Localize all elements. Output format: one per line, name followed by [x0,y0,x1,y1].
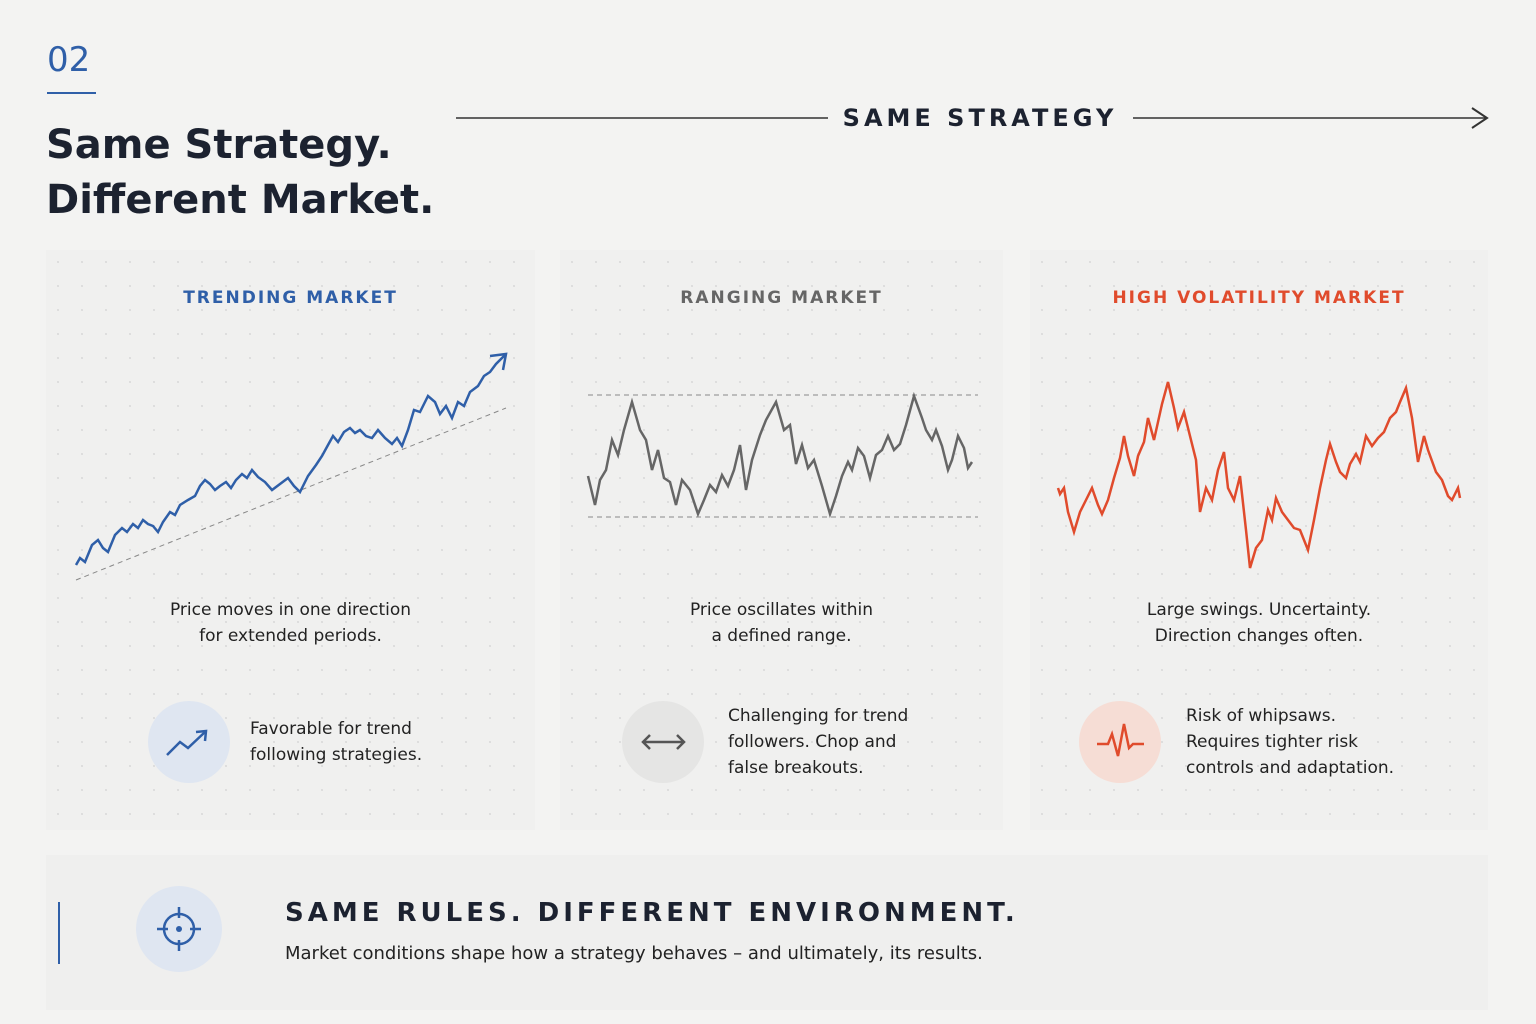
panel-description: Price oscillates within [689,600,873,620]
panel-description: Price moves in one direction [169,600,412,620]
section-number: 02 [47,40,91,80]
panel-note: Favorable for trend [250,719,412,739]
panel-title: HIGH VOLATILITY MARKET [1112,288,1406,308]
trend-line [75,407,507,581]
panel-note: Challenging for trend [728,706,909,726]
icon-pulse [1097,723,1144,757]
arrow-head [1471,107,1489,129]
panel-note: Risk of whipsaws. [1186,706,1337,726]
title: Same Strategy. Different Market. [46,118,434,228]
icon-trend [166,731,206,756]
title-line: Same Strategy. [46,122,392,168]
volatile-price [1056,381,1462,569]
trend-price [74,354,506,566]
banner: SAME STRATEGY [842,104,1118,132]
icon-bg [148,701,230,783]
footer-band [46,855,1488,1010]
range-price [586,391,974,519]
footer-text: Market conditions shape how a strategy b… [285,943,983,964]
icon-trend [195,729,208,742]
title-line: Different Market. [46,177,435,223]
panel-description: Large swings. Uncertainty. [1146,600,1372,620]
panel [46,250,535,830]
icon-range [641,734,686,750]
panel-description: a defined range. [711,626,852,646]
panel-note: controls and adaptation. [1186,758,1395,778]
panel-description: Direction changes often. [1154,626,1364,646]
panel-note: false breakouts. [728,758,864,778]
trend-arrow [489,352,508,371]
panel-title: RANGING MARKET [680,288,883,308]
footer-title: SAME RULES. DIFFERENT ENVIRONMENT. [285,898,1019,928]
icon-target [157,907,201,951]
panel-description: for extended periods. [199,626,382,646]
underline [47,92,96,94]
panel-note: followers. Chop and [728,732,897,752]
panel-note: following strategies. [250,745,423,765]
icon-target [176,926,182,932]
panel [1030,250,1488,830]
panel-note: Requires tighter risk [1186,732,1359,752]
panel [560,250,1003,830]
panel-title: TRENDING MARKET [183,288,398,308]
